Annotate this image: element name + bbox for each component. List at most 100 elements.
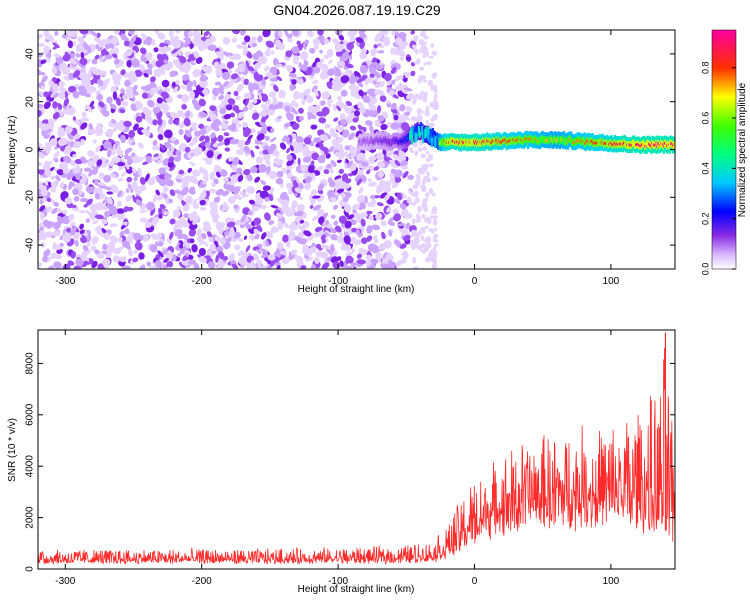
noise-speckle <box>276 76 283 82</box>
colorbar-label: Normalized spectral amplitude <box>737 82 748 217</box>
noise-speckle <box>196 228 202 236</box>
noise-speckle <box>38 42 45 47</box>
noise-speckle <box>139 264 146 269</box>
noise-speckle <box>159 66 165 72</box>
noise-speckle <box>69 58 78 65</box>
noise-speckle <box>41 85 45 90</box>
noise-speckle <box>120 69 126 76</box>
noise-speckle <box>77 36 85 45</box>
noise-speckle <box>133 176 138 182</box>
noise-speckle <box>139 65 145 72</box>
noise-speckle <box>94 54 100 60</box>
noise-speckle <box>262 30 271 38</box>
noise-speckle <box>248 228 255 235</box>
noise-speckle <box>59 146 64 152</box>
noise-speckle <box>177 205 181 211</box>
noise-speckle <box>163 59 169 65</box>
noise-speckle <box>42 255 48 262</box>
noise-speckle <box>310 189 318 196</box>
noise-speckle <box>390 108 398 114</box>
noise-speckle <box>135 115 143 123</box>
noise-speckle <box>121 240 130 248</box>
noise-speckle <box>215 188 224 196</box>
noise-speckle <box>235 167 243 175</box>
signal-band <box>673 141 675 149</box>
noise-speckle <box>316 208 325 216</box>
noise-speckle <box>275 177 284 185</box>
noise-speckle <box>398 50 406 58</box>
noise-speckle <box>399 203 407 210</box>
noise-speckle <box>48 265 55 269</box>
noise-speckle <box>370 194 376 200</box>
noise-speckle <box>377 171 385 178</box>
snr-ytick-label: 0 <box>25 566 36 572</box>
noise-speckle <box>206 150 214 159</box>
noise-speckle <box>227 196 236 204</box>
noise-speckle <box>75 53 81 58</box>
noise-speckle <box>201 41 209 50</box>
noise-speckle <box>187 167 193 173</box>
noise-speckle <box>57 138 66 147</box>
noise-speckle <box>345 116 353 124</box>
noise-speckle <box>276 212 282 219</box>
noise-speckle <box>244 139 251 146</box>
noise-speckle <box>223 51 228 56</box>
noise-speckle <box>422 96 428 103</box>
noise-speckle <box>370 244 379 253</box>
noise-speckle <box>109 223 118 227</box>
noise-speckle <box>266 165 271 174</box>
noise-speckle <box>248 87 254 93</box>
noise-speckle <box>356 153 362 161</box>
noise-speckle <box>169 112 177 119</box>
noise-speckle <box>363 36 368 41</box>
noise-speckle <box>106 191 114 195</box>
noise-speckle <box>124 147 133 154</box>
noise-speckle <box>298 196 304 200</box>
noise-speckle <box>389 173 396 180</box>
noise-speckle <box>205 160 213 165</box>
noise-speckle <box>109 173 117 179</box>
noise-speckle <box>105 249 112 259</box>
noise-speckle <box>42 219 49 227</box>
noise-speckle <box>251 42 258 48</box>
noise-speckle <box>390 122 400 130</box>
noise-speckle <box>403 234 411 242</box>
noise-speckle <box>235 95 241 101</box>
noise-speckle <box>243 145 251 154</box>
noise-speckle <box>356 194 366 203</box>
noise-speckle <box>301 51 308 57</box>
noise-speckle <box>422 146 428 151</box>
noise-speckle <box>72 90 80 99</box>
noise-speckle <box>262 185 271 191</box>
noise-speckle <box>289 82 296 92</box>
noise-speckle <box>236 237 244 242</box>
noise-speckle <box>123 40 130 47</box>
noise-speckle <box>315 243 322 249</box>
noise-speckle <box>414 150 419 157</box>
noise-speckle <box>231 263 239 269</box>
noise-speckle <box>360 218 366 227</box>
noise-speckle <box>242 121 248 128</box>
noise-speckle <box>412 240 418 248</box>
noise-speckle <box>192 214 200 223</box>
noise-speckle <box>188 149 196 155</box>
noise-speckle <box>39 212 45 218</box>
noise-speckle <box>56 215 64 224</box>
noise-speckle <box>43 91 50 98</box>
noise-speckle <box>212 87 220 97</box>
noise-speckle <box>104 43 112 50</box>
noise-speckle <box>371 155 377 161</box>
noise-speckle <box>412 217 416 225</box>
noise-speckle <box>291 78 297 85</box>
noise-speckle <box>395 75 402 82</box>
signal-blob <box>426 127 429 137</box>
noise-speckle <box>412 95 418 103</box>
noise-speckle <box>158 110 163 118</box>
noise-speckle <box>406 93 414 99</box>
noise-speckle <box>307 105 315 113</box>
noise-speckle <box>292 55 300 62</box>
noise-speckle <box>346 160 354 169</box>
noise-speckle <box>151 59 158 68</box>
noise-speckle <box>110 36 119 45</box>
noise-speckle <box>175 30 181 34</box>
